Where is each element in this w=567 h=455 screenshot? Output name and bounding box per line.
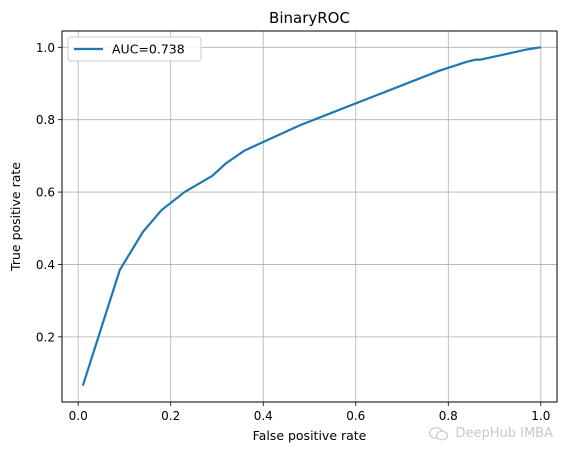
axes-frame [61,30,558,403]
legend: AUC=0.738 [67,36,202,62]
legend-entry-label: AUC=0.738 [112,42,185,57]
watermark: DeepHub IMBA [429,426,553,441]
y-axis-label: True positive rate [8,162,23,272]
series-layer [81,46,541,387]
roc-curve-line [81,46,541,387]
x-tick-label: 0.6 [346,409,365,423]
legend-box [67,36,202,62]
x-axis-label: False positive rate [253,428,367,443]
y-tick-label: 0.4 [36,258,55,272]
y-tick-label: 1.0 [36,41,55,55]
x-tick-label: 0.0 [69,409,88,423]
x-tick-label: 0.4 [254,409,273,423]
watermark-text: DeepHub IMBA [455,426,553,441]
y-tick-label: 0.2 [36,330,55,344]
x-tick-label: 0.8 [439,409,458,423]
y-tick-label: 0.6 [36,186,55,200]
y-tick-label: 0.8 [36,113,55,127]
x-tick-label: 0.2 [161,409,180,423]
y-ticks: 0.2 0.4 0.6 0.8 1.0 [36,41,62,344]
wechat-icon [429,426,449,440]
chart-title: BinaryROC [269,9,350,27]
x-tick-label: 1.0 [531,409,550,423]
grid-lines [62,31,557,402]
x-ticks: 0.0 0.2 0.4 0.6 0.8 1.0 [69,402,550,423]
